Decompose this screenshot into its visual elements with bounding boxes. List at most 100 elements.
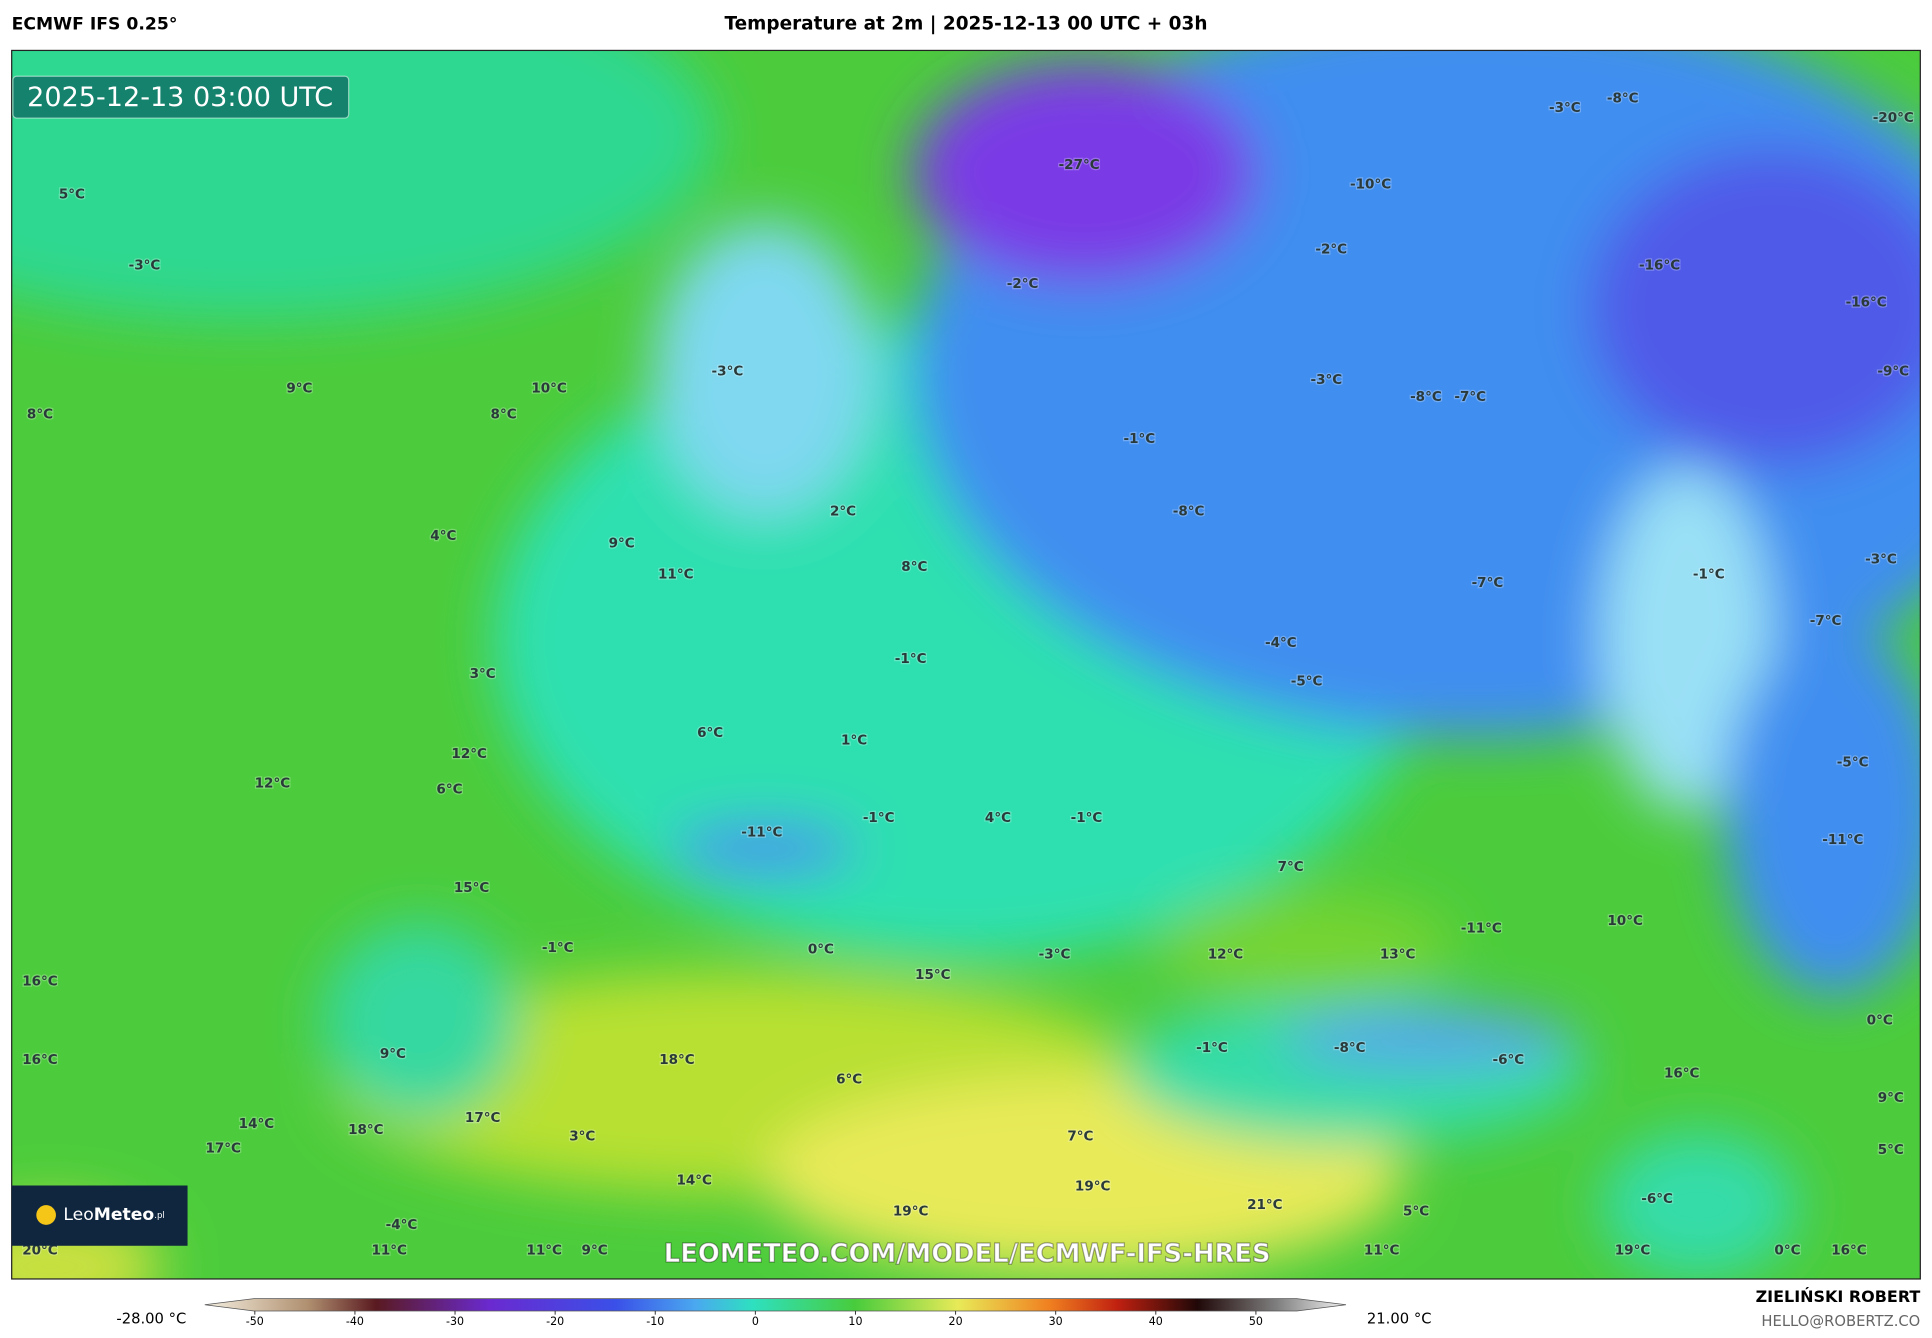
- temperature-label: -27°C: [1059, 157, 1100, 173]
- temperature-label: 9°C: [286, 381, 312, 397]
- temperature-label: -20°C: [1873, 110, 1914, 126]
- temperature-label: -4°C: [386, 1217, 418, 1233]
- colorbar-tick-label: -30: [446, 1315, 464, 1328]
- temperature-label: -1°C: [895, 651, 927, 667]
- temperature-label: -1°C: [1196, 1040, 1228, 1056]
- temperature-label: -2°C: [1007, 276, 1039, 292]
- temperature-label: -8°C: [1607, 90, 1639, 106]
- temperature-label: 16°C: [1664, 1066, 1700, 1082]
- temperature-label: 17°C: [465, 1110, 501, 1126]
- temperature-label: -7°C: [1472, 575, 1504, 591]
- temperature-label: -9°C: [1877, 363, 1909, 379]
- logo-a: Leo: [63, 1205, 93, 1225]
- temperature-label: -5°C: [1837, 754, 1869, 770]
- temperature-label: -1°C: [542, 940, 574, 956]
- temperature-label: 14°C: [676, 1173, 712, 1189]
- model-name: ECMWF IFS 0.25°: [12, 15, 178, 35]
- temperature-label: -6°C: [1492, 1052, 1524, 1068]
- temperature-label: -3°C: [1865, 552, 1897, 568]
- temperature-label: 4°C: [430, 528, 456, 544]
- temperature-label: 14°C: [239, 1116, 275, 1132]
- temperature-label: 15°C: [915, 967, 951, 983]
- email: HELLO@ROBERTZ.CO: [1761, 1313, 1920, 1330]
- logo-suffix: .pl: [154, 1211, 165, 1221]
- map-title: Temperature at 2m | 2025-12-13 00 UTC + …: [725, 14, 1208, 35]
- temperature-label: 6°C: [436, 782, 462, 798]
- timestamp-box: [12, 75, 350, 119]
- temperature-label: 9°C: [609, 536, 635, 552]
- temperature-label: -7°C: [1454, 389, 1486, 405]
- temperature-label: 16°C: [1831, 1243, 1867, 1259]
- temperature-label: 5°C: [59, 186, 85, 202]
- temperature-label: 3°C: [470, 666, 496, 682]
- temperature-label: 9°C: [380, 1046, 406, 1062]
- temperature-label: 17°C: [205, 1141, 241, 1157]
- timestamp: 2025-12-13 03:00 UTC: [27, 82, 333, 113]
- temperature-label: 4°C: [985, 810, 1011, 826]
- temperature-label: 0°C: [1774, 1243, 1800, 1259]
- temperature-label: 19°C: [1075, 1179, 1111, 1195]
- colorbar-tick-label: 20: [949, 1315, 963, 1328]
- logo-b: Meteo: [94, 1205, 155, 1225]
- temperature-label: 8°C: [491, 406, 517, 422]
- temperature-label: -5°C: [1291, 673, 1323, 689]
- temperature-label: -16°C: [1639, 258, 1680, 274]
- temperature-label: 19°C: [893, 1203, 929, 1219]
- temperature-label: 11°C: [371, 1243, 407, 1259]
- temperature-label: -11°C: [1461, 920, 1502, 936]
- temperature-label: 15°C: [454, 880, 490, 896]
- temperature-label: 3°C: [569, 1128, 595, 1144]
- temperature-label: 7°C: [1067, 1128, 1093, 1144]
- temperature-label: -3°C: [129, 258, 161, 274]
- temperature-label: 16°C: [22, 973, 58, 989]
- temperature-label: -11°C: [741, 825, 782, 841]
- temperature-label: -11°C: [1822, 832, 1863, 848]
- temperature-label: 20°C: [22, 1243, 58, 1259]
- colorbar-max: 21.00 °C: [1367, 1311, 1432, 1328]
- temperature-label: 5°C: [1403, 1203, 1429, 1219]
- temperature-label: 0°C: [1867, 1013, 1893, 1029]
- temperature-label: 7°C: [1278, 859, 1304, 875]
- colorbar-tick-label: 40: [1149, 1315, 1163, 1328]
- temperature-label: 12°C: [255, 775, 291, 791]
- temperature-label: 8°C: [27, 406, 53, 422]
- colorbar-tick-label: 0: [752, 1315, 759, 1328]
- temperature-label: -10°C: [1350, 176, 1391, 192]
- colorbar-tick-label: -40: [346, 1315, 364, 1328]
- colorbar-tick-label: -10: [646, 1315, 664, 1328]
- colorbar-tick-label: -50: [246, 1315, 264, 1328]
- temperature-label: 8°C: [901, 559, 927, 575]
- temperature-label: -1°C: [1693, 566, 1725, 582]
- temperature-label: 19°C: [1615, 1243, 1651, 1259]
- temperature-label: -3°C: [712, 363, 744, 379]
- temperature-label: -3°C: [1039, 946, 1071, 962]
- temperature-label: 10°C: [1607, 913, 1643, 929]
- temperature-label: -1°C: [1124, 431, 1156, 447]
- map-frame: [11, 49, 1921, 1280]
- watermark: LEOMETEO.COM/MODEL/ECMWF-IFS-HRES: [664, 1239, 1271, 1269]
- temperature-label: 1°C: [841, 732, 867, 748]
- colorbar-tick-label: -20: [546, 1315, 564, 1328]
- temperature-label: 13°C: [1380, 946, 1416, 962]
- logo-sun: [36, 1205, 56, 1225]
- temperature-label: 9°C: [582, 1243, 608, 1259]
- temperature-label: 12°C: [451, 746, 487, 762]
- temperature-label: 18°C: [348, 1122, 384, 1138]
- colorbar-bar: [204, 1298, 1347, 1312]
- temperature-label: -1°C: [1071, 810, 1103, 826]
- temperature-label: 11°C: [1364, 1243, 1400, 1259]
- temperature-label: 18°C: [659, 1052, 695, 1068]
- temperature-label: 2°C: [830, 504, 856, 520]
- temperature-label: -16°C: [1846, 295, 1887, 311]
- temperature-label: -8°C: [1173, 504, 1205, 520]
- colorbar-tick-label: 10: [848, 1315, 862, 1328]
- temperature-label: 0°C: [808, 941, 834, 957]
- temperature-label: -4°C: [1265, 635, 1297, 651]
- temperature-label: -7°C: [1810, 613, 1842, 629]
- temperature-label: 9°C: [1878, 1090, 1904, 1106]
- author: ZIELIŃSKI ROBERT: [1756, 1287, 1921, 1306]
- temperature-label: -2°C: [1315, 242, 1347, 258]
- colorbar: -50 -40 -30 -20 -10 0 10 20 30 40 50: [204, 1298, 1347, 1328]
